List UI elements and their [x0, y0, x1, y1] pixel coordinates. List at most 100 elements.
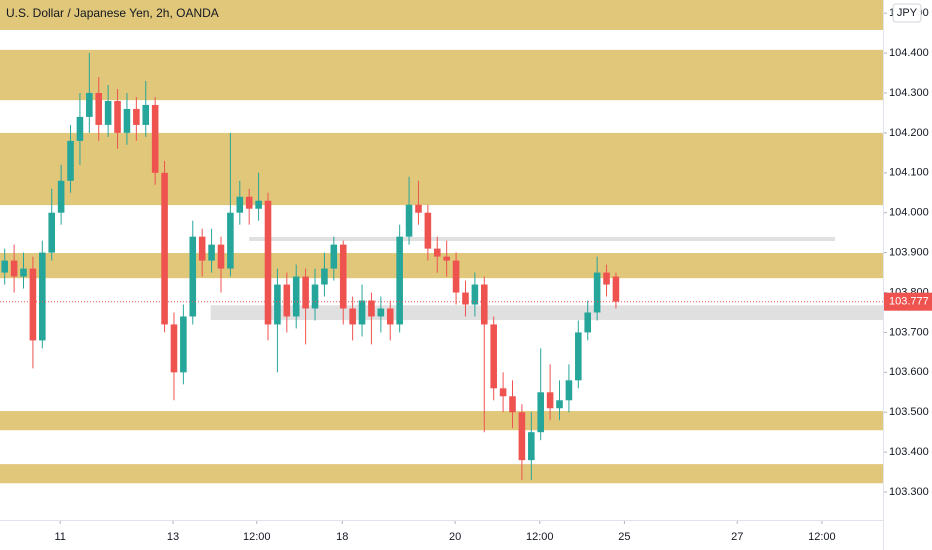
candle-body	[443, 256, 450, 261]
level-band	[210, 305, 883, 321]
candle-body	[339, 244, 347, 309]
candle-body	[396, 236, 403, 325]
candle-body	[537, 392, 544, 433]
candle-body	[480, 284, 488, 325]
y-tick-label: 104.300	[889, 87, 929, 99]
candle-body	[433, 248, 441, 257]
x-tick-label: 18	[336, 531, 348, 543]
candle-body	[264, 200, 272, 325]
candle-body	[29, 268, 37, 341]
candle-body	[415, 204, 422, 213]
candle-body	[283, 284, 291, 317]
candle-body	[208, 244, 215, 261]
plot-area	[0, 0, 883, 484]
candle-body	[368, 300, 375, 317]
candle-body	[189, 236, 197, 317]
y-tick-label: 103.300	[889, 486, 929, 498]
y-tick-label: 104.000	[889, 207, 929, 219]
x-tick-label: 11	[54, 531, 65, 543]
candle-body	[86, 92, 93, 117]
y-tick-label: 104.200	[889, 127, 929, 139]
candle-body	[311, 284, 319, 309]
y-tick-label: 103.500	[889, 406, 929, 418]
candle-body	[123, 108, 131, 133]
candle-body	[377, 308, 385, 317]
zone	[0, 411, 883, 431]
currency-label: JPY	[897, 7, 918, 19]
candle-body	[575, 332, 582, 381]
candle-body	[593, 272, 601, 313]
candle-body	[612, 276, 620, 302]
level-band	[249, 237, 836, 242]
x-tick-label: 12:00	[526, 531, 554, 543]
candle-body	[405, 204, 413, 237]
zone	[0, 0, 883, 30]
candle-body	[509, 396, 516, 413]
candle-body	[321, 268, 328, 285]
x-tick-label: 12:00	[243, 531, 271, 543]
candle-body	[217, 244, 225, 269]
zone	[0, 49, 883, 101]
x-tick-label: 12:00	[808, 531, 836, 543]
candle-body	[161, 172, 168, 325]
zone	[0, 132, 883, 206]
candle-body	[104, 100, 112, 125]
candle-body	[151, 104, 159, 173]
x-tick-label: 13	[167, 531, 179, 543]
candle-body	[180, 316, 187, 373]
candle-body	[236, 196, 244, 213]
candle-body	[245, 196, 253, 209]
last-price-label: 103.777	[889, 296, 929, 308]
candle-body	[292, 276, 300, 317]
candle-body	[48, 212, 56, 253]
y-tick-label: 103.600	[889, 366, 929, 378]
zone	[0, 253, 883, 279]
candle-body	[584, 312, 592, 333]
candle-body	[114, 100, 121, 133]
y-tick-label: 103.400	[889, 446, 929, 458]
candle-body	[518, 412, 526, 461]
candle-body	[255, 200, 262, 209]
zone	[0, 464, 883, 484]
candle-body	[565, 380, 573, 401]
x-tick-label: 27	[731, 531, 743, 543]
chart-title: U.S. Dollar / Japanese Yen, 2h, OANDA	[6, 6, 219, 20]
candle-body	[386, 308, 394, 325]
candle-body	[76, 116, 84, 141]
candle-body	[198, 236, 206, 261]
candle-body	[471, 284, 479, 305]
candle-body	[424, 212, 432, 249]
y-tick-label: 104.400	[889, 47, 929, 59]
candle-body	[528, 432, 535, 461]
x-tick-label: 25	[618, 531, 630, 543]
candle-body	[10, 260, 18, 277]
candle-body	[274, 284, 281, 325]
candle-body	[330, 244, 338, 269]
candle-body	[39, 252, 46, 341]
candle-body	[556, 400, 563, 409]
candle-body	[349, 308, 356, 325]
currency-box	[892, 3, 922, 23]
candle-body	[1, 260, 8, 273]
candle-body	[603, 272, 610, 285]
candle-body	[490, 324, 497, 389]
candle-body	[499, 388, 507, 397]
last-price-box	[883, 292, 932, 311]
candle-body	[57, 180, 65, 213]
y-tick-label: 104.100	[889, 167, 929, 179]
candle-body	[142, 104, 150, 125]
candle-body	[95, 92, 103, 125]
y-tick-label: 103.900	[889, 247, 929, 259]
candle-body	[67, 140, 74, 181]
candle-body	[227, 212, 234, 269]
candle-body	[452, 260, 460, 293]
y-tick-label: 103.700	[889, 326, 929, 338]
candle-body	[462, 292, 469, 305]
candle-body	[546, 392, 554, 409]
x-tick-label: 20	[449, 531, 461, 543]
candle-body	[20, 268, 27, 277]
axes: 103.300103.400103.500103.600103.700103.8…	[54, 3, 932, 543]
candle-body	[133, 108, 140, 125]
